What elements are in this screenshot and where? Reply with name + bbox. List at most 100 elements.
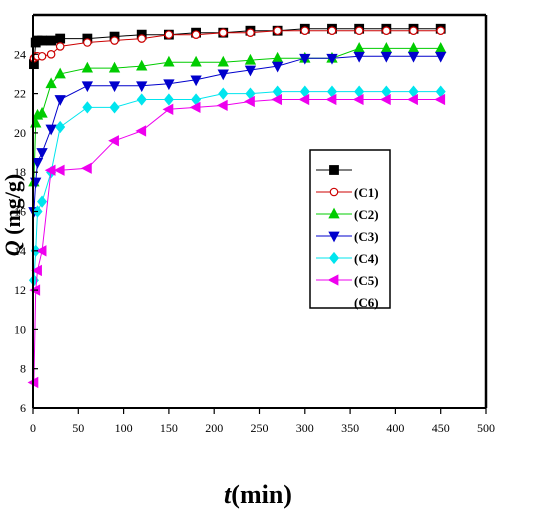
x-tick-label: 450: [432, 421, 450, 435]
legend-marker: [328, 207, 340, 219]
data-point: [55, 42, 65, 51]
legend-entry-4: (C3): [316, 229, 379, 244]
y-tick-label: 12: [14, 283, 26, 297]
legend-entry-6: (C5): [316, 273, 379, 288]
x-tick-label: 50: [72, 421, 84, 435]
x-axis-title-symbol: t: [224, 480, 232, 509]
data-point: [217, 69, 229, 81]
data-point: [217, 55, 229, 67]
series-line: [33, 47, 441, 183]
series-5: [28, 85, 446, 287]
data-point: [163, 93, 174, 106]
y-axis-title: Q (mg/g): [0, 174, 25, 256]
axes: 0 50 100 150 200 250 300 350 400 450 500 6 8 10 12 14 16…: [14, 13, 495, 435]
plot-area: [27, 23, 447, 389]
data-point: [164, 30, 174, 39]
data-point: [298, 93, 310, 106]
data-point: [354, 26, 364, 36]
data-point: [83, 38, 92, 47]
y-tick-label: 10: [14, 322, 26, 336]
series-6: [27, 93, 446, 389]
legend-entry-7: (C6): [354, 295, 379, 310]
x-tick-label: 250: [251, 421, 269, 435]
data-point: [300, 26, 310, 36]
data-point: [327, 26, 337, 36]
legend-entry-3: (C2): [316, 207, 379, 222]
data-point: [407, 51, 420, 63]
series-3: [28, 42, 447, 187]
data-point: [353, 42, 365, 53]
data-point: [353, 51, 365, 63]
data-point: [352, 93, 364, 106]
data-point: [244, 53, 257, 65]
data-point: [271, 61, 284, 73]
data-point: [45, 124, 57, 136]
data-point: [135, 125, 147, 137]
data-point: [190, 75, 202, 87]
legend: (C1) (C2) (C3) (C4) (C5) (C6): [309, 149, 391, 310]
legend-box: [309, 149, 391, 309]
legend-label: (C3): [354, 229, 379, 244]
data-point: [55, 33, 66, 44]
data-point: [53, 164, 65, 176]
data-point: [81, 61, 94, 73]
data-point: [81, 81, 94, 93]
legend-label: (C5): [354, 273, 379, 288]
y-tick-label: 18: [14, 165, 26, 179]
data-point: [82, 101, 93, 114]
data-point: [435, 51, 447, 63]
data-point: [137, 34, 147, 43]
data-point: [382, 26, 391, 36]
legend-entry-5: (C4): [316, 251, 379, 266]
data-point: [55, 120, 66, 134]
data-point: [163, 55, 175, 67]
legend-marker: [328, 251, 340, 265]
data-point: [325, 93, 337, 106]
data-point: [36, 148, 48, 159]
data-point: [299, 53, 311, 65]
data-point: [189, 101, 201, 114]
data-point: [436, 26, 446, 36]
data-point: [191, 30, 201, 39]
data-point: [273, 26, 282, 36]
x-tick-label: 150: [160, 421, 178, 435]
data-point: [108, 81, 121, 93]
data-point: [54, 95, 66, 106]
data-point: [218, 28, 228, 37]
data-point: [434, 93, 446, 106]
data-point: [326, 53, 338, 65]
data-point: [36, 106, 48, 118]
legend-entry-2: (C1): [316, 185, 379, 200]
data-point: [244, 65, 257, 77]
data-point: [35, 245, 47, 257]
y-tick-label: 24: [14, 47, 26, 61]
x-tick-label: 100: [115, 421, 133, 435]
y-tick-label: 6: [20, 401, 26, 415]
data-point: [46, 49, 56, 59]
data-point: [31, 157, 44, 169]
data-point: [37, 35, 47, 46]
data-point: [380, 51, 393, 63]
data-point: [31, 264, 42, 277]
legend-marker: [328, 231, 340, 243]
x-tick-label: 200: [205, 421, 223, 435]
data-point: [108, 135, 119, 147]
data-point: [379, 93, 391, 106]
series-line: [33, 30, 441, 59]
data-point: [46, 35, 57, 46]
legend-label: (C6): [354, 295, 379, 310]
y-tick-label: 14: [14, 244, 26, 258]
data-point: [435, 42, 447, 53]
data-point: [162, 103, 174, 115]
axis-titles: Q (mg/g) t(min): [0, 174, 292, 509]
data-point: [244, 95, 255, 108]
legend-label: (C2): [354, 207, 379, 222]
y-tick-label: 22: [14, 87, 26, 101]
data-point: [81, 162, 92, 174]
legend-entry-1: [316, 165, 352, 175]
data-point: [216, 99, 228, 112]
legend-label: (C1): [354, 185, 379, 200]
series-line: [33, 28, 441, 65]
data-point: [45, 77, 57, 89]
y-axis-title-symbol: Q: [0, 240, 25, 256]
